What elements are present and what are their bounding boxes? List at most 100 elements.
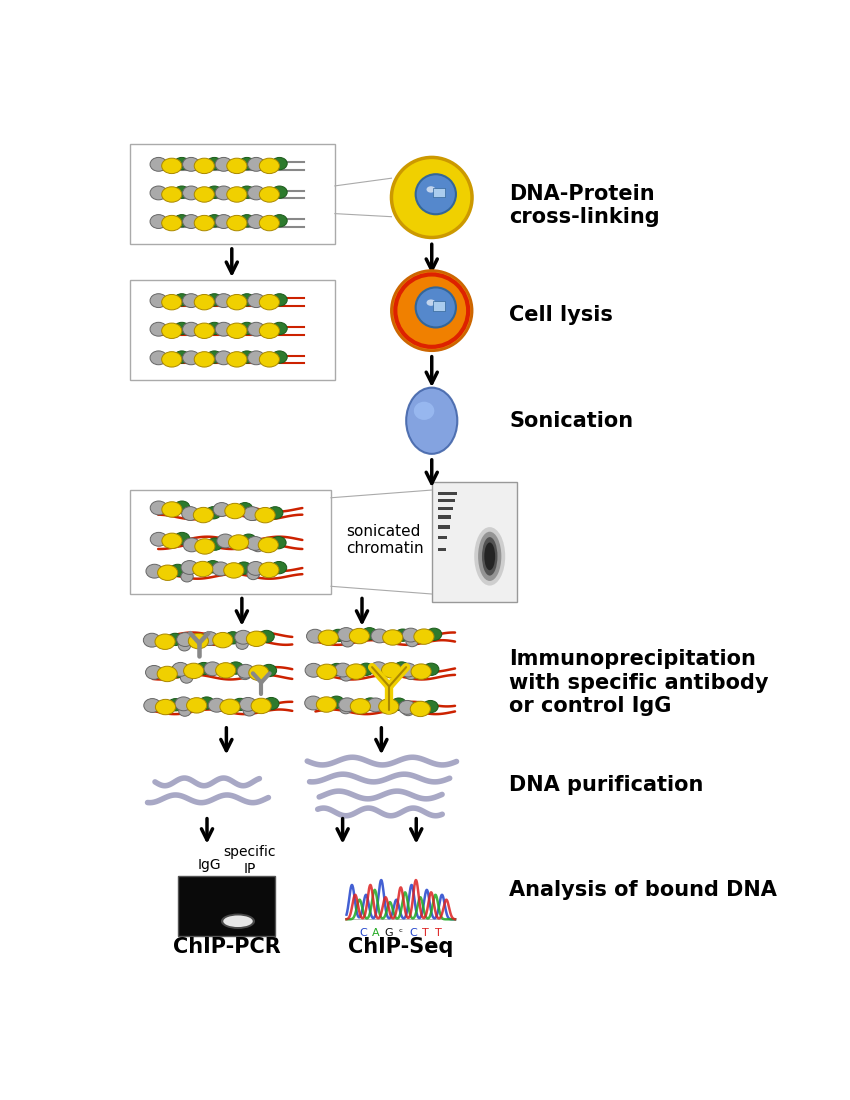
Text: DNA purification: DNA purification	[509, 776, 704, 795]
Ellipse shape	[204, 662, 221, 675]
Ellipse shape	[162, 187, 182, 202]
Ellipse shape	[193, 507, 213, 522]
Ellipse shape	[378, 698, 399, 714]
Ellipse shape	[259, 295, 280, 310]
Ellipse shape	[261, 664, 276, 676]
Ellipse shape	[239, 157, 255, 169]
Ellipse shape	[162, 295, 182, 310]
Ellipse shape	[236, 562, 252, 574]
Ellipse shape	[259, 323, 280, 339]
Ellipse shape	[150, 532, 167, 547]
Ellipse shape	[363, 697, 378, 711]
Ellipse shape	[185, 508, 197, 519]
FancyBboxPatch shape	[438, 548, 445, 551]
Ellipse shape	[162, 534, 182, 549]
Ellipse shape	[241, 534, 257, 547]
Ellipse shape	[172, 662, 189, 676]
FancyBboxPatch shape	[178, 876, 275, 936]
Ellipse shape	[167, 698, 184, 711]
Ellipse shape	[162, 323, 182, 339]
FancyBboxPatch shape	[433, 301, 445, 310]
Text: T: T	[422, 927, 429, 938]
Ellipse shape	[207, 294, 222, 306]
Ellipse shape	[329, 696, 344, 708]
Ellipse shape	[227, 323, 246, 339]
Ellipse shape	[185, 539, 197, 550]
Ellipse shape	[194, 187, 214, 202]
Ellipse shape	[338, 697, 355, 712]
Ellipse shape	[246, 537, 264, 550]
Text: DNA-Protein
cross-linking: DNA-Protein cross-linking	[509, 184, 660, 227]
Ellipse shape	[243, 507, 260, 520]
Ellipse shape	[189, 634, 208, 649]
Ellipse shape	[186, 697, 207, 713]
Ellipse shape	[213, 503, 230, 516]
Ellipse shape	[340, 703, 352, 714]
Text: specific
IP: specific IP	[224, 845, 276, 876]
Ellipse shape	[239, 351, 255, 363]
Ellipse shape	[227, 158, 246, 174]
Ellipse shape	[239, 322, 255, 334]
Text: Sonication: Sonication	[509, 410, 633, 431]
Ellipse shape	[215, 322, 232, 337]
Ellipse shape	[406, 387, 457, 454]
Ellipse shape	[217, 534, 234, 548]
Ellipse shape	[236, 639, 248, 649]
Ellipse shape	[272, 322, 287, 334]
Ellipse shape	[272, 186, 287, 198]
Ellipse shape	[307, 629, 324, 644]
Ellipse shape	[247, 214, 264, 229]
Ellipse shape	[207, 157, 222, 169]
Ellipse shape	[423, 663, 439, 675]
FancyBboxPatch shape	[438, 507, 453, 510]
Ellipse shape	[196, 662, 212, 674]
Ellipse shape	[227, 187, 246, 202]
Ellipse shape	[247, 294, 264, 308]
Circle shape	[392, 271, 472, 351]
Ellipse shape	[239, 186, 255, 198]
Ellipse shape	[174, 214, 190, 227]
Ellipse shape	[394, 662, 410, 674]
FancyBboxPatch shape	[438, 537, 447, 539]
Ellipse shape	[177, 632, 194, 647]
Ellipse shape	[259, 158, 280, 174]
Ellipse shape	[215, 186, 232, 200]
Ellipse shape	[406, 636, 418, 647]
Ellipse shape	[207, 538, 223, 550]
FancyBboxPatch shape	[438, 516, 451, 518]
Ellipse shape	[150, 500, 167, 515]
Ellipse shape	[247, 561, 264, 575]
Ellipse shape	[207, 351, 222, 363]
Ellipse shape	[212, 632, 233, 648]
Ellipse shape	[162, 158, 182, 174]
Ellipse shape	[206, 507, 221, 519]
Ellipse shape	[144, 698, 161, 713]
Text: ChIP-Seq: ChIP-Seq	[348, 937, 453, 957]
Ellipse shape	[258, 537, 278, 552]
Ellipse shape	[391, 698, 406, 711]
Ellipse shape	[157, 565, 178, 581]
FancyBboxPatch shape	[438, 526, 450, 528]
Ellipse shape	[224, 915, 252, 927]
Ellipse shape	[201, 632, 216, 645]
Ellipse shape	[411, 701, 430, 716]
Ellipse shape	[259, 562, 279, 578]
Ellipse shape	[167, 634, 183, 646]
Ellipse shape	[162, 216, 182, 231]
Ellipse shape	[201, 631, 218, 646]
Ellipse shape	[247, 186, 264, 200]
Ellipse shape	[183, 157, 200, 172]
Ellipse shape	[331, 629, 346, 641]
Ellipse shape	[174, 157, 190, 169]
Ellipse shape	[268, 507, 283, 519]
Ellipse shape	[144, 634, 161, 647]
Ellipse shape	[194, 323, 214, 339]
Ellipse shape	[183, 294, 200, 308]
Ellipse shape	[367, 698, 384, 712]
Ellipse shape	[174, 294, 190, 306]
Ellipse shape	[243, 705, 256, 716]
Ellipse shape	[150, 157, 167, 172]
Text: A: A	[372, 927, 380, 938]
Ellipse shape	[239, 294, 255, 306]
Ellipse shape	[184, 663, 204, 679]
